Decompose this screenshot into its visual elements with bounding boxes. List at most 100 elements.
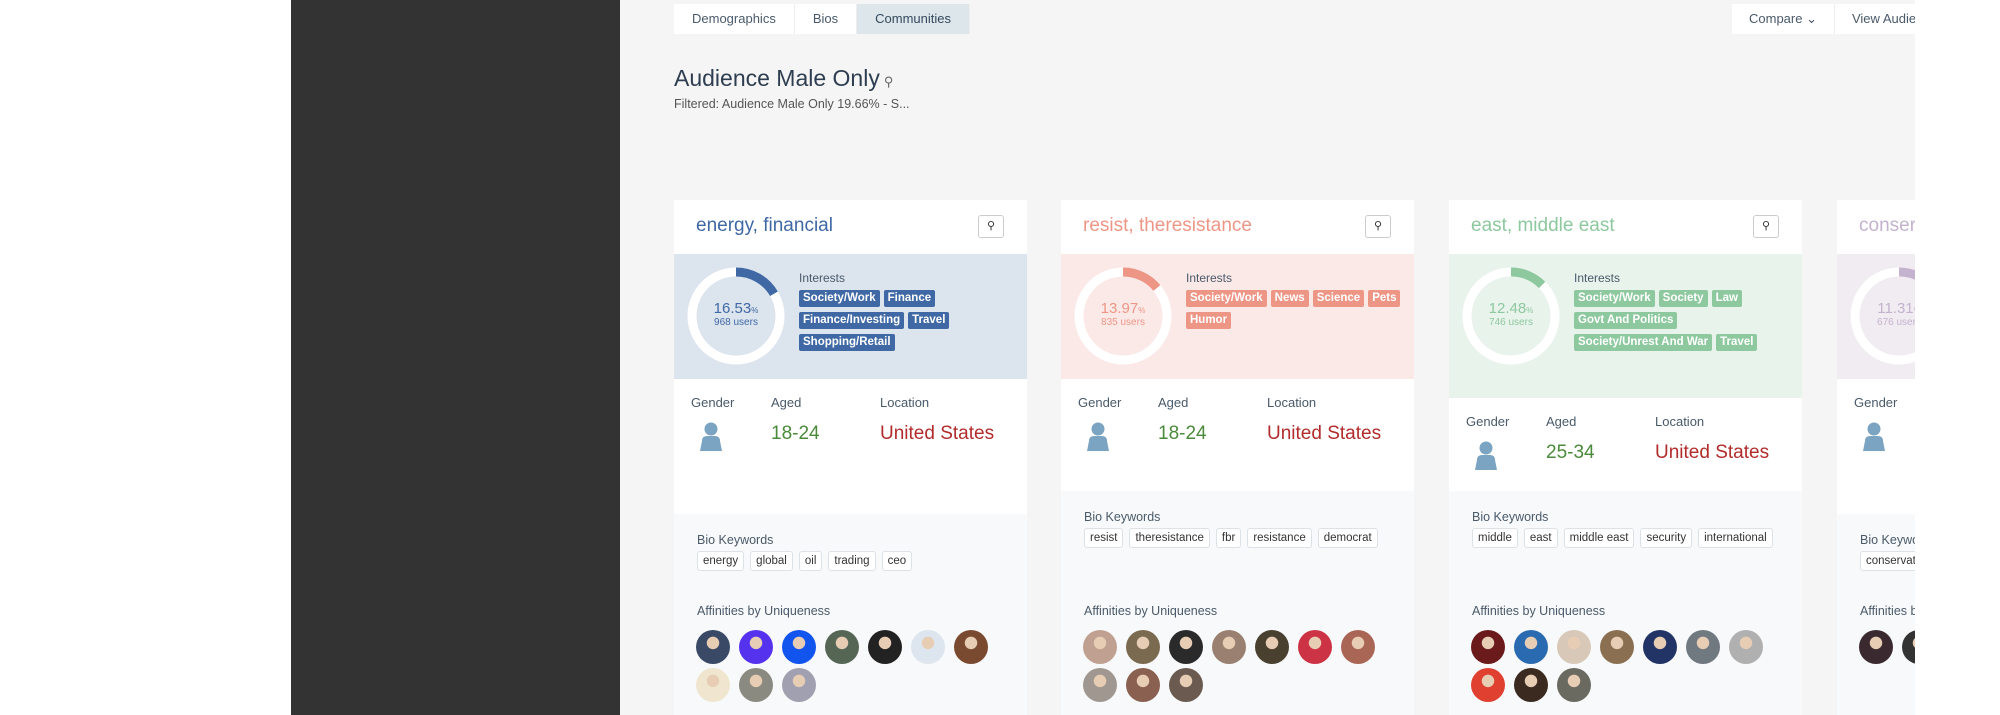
bio-keyword-chip[interactable]: energy bbox=[697, 551, 745, 571]
demographics-section: Gender Aged Location 18-24 United States bbox=[674, 379, 1027, 514]
interest-tag[interactable]: Pets bbox=[1368, 290, 1401, 307]
location-value: United States bbox=[1655, 442, 1770, 463]
affinity-avatar[interactable] bbox=[825, 630, 859, 664]
zoom-icon[interactable]: ⚲ bbox=[883, 74, 894, 89]
affinity-avatar[interactable] bbox=[782, 630, 816, 664]
affinity-avatar[interactable] bbox=[868, 630, 902, 664]
bio-keyword-chip[interactable]: conservative bbox=[1860, 551, 1915, 571]
percent-value: 11.31 bbox=[1877, 300, 1914, 317]
affinity-avatar[interactable] bbox=[1514, 630, 1548, 664]
interest-tag[interactable]: Society bbox=[1658, 290, 1708, 307]
interest-tag[interactable]: Society/Unrest And War bbox=[1574, 334, 1713, 351]
tab-communities[interactable]: Communities bbox=[857, 4, 970, 34]
affinity-avatar[interactable] bbox=[1212, 630, 1246, 664]
affinities-label: Affinities by Uniqueness bbox=[1084, 604, 1218, 618]
affinity-avatar[interactable] bbox=[1255, 630, 1289, 664]
affinity-avatar[interactable] bbox=[1298, 630, 1332, 664]
interest-tag[interactable]: Finance/Investing bbox=[799, 312, 905, 329]
card-header: conservative⚲ bbox=[1837, 200, 1915, 254]
affinity-avatar[interactable] bbox=[1341, 630, 1375, 664]
interest-tag[interactable]: Science bbox=[1312, 290, 1365, 307]
interest-tag[interactable]: Society/Work bbox=[1574, 290, 1655, 307]
affinity-avatar[interactable] bbox=[1600, 630, 1634, 664]
device-frame: Demographics Bios Communities Compare ⌄ … bbox=[291, 0, 1915, 715]
interests-label: Interests bbox=[1574, 271, 1621, 285]
affinity-avatar[interactable] bbox=[782, 668, 816, 702]
affinity-avatar[interactable] bbox=[1126, 630, 1160, 664]
interest-tag[interactable]: Shopping/Retail bbox=[799, 334, 895, 351]
bio-keyword-chip[interactable]: resist bbox=[1084, 528, 1124, 548]
affinity-avatar[interactable] bbox=[1643, 630, 1677, 664]
card-title[interactable]: resist, theresistance bbox=[1083, 215, 1252, 236]
interest-tag[interactable]: Law bbox=[1711, 290, 1742, 307]
bio-keyword-chip[interactable]: global bbox=[750, 551, 793, 571]
bio-keyword-chip[interactable]: international bbox=[1698, 528, 1773, 548]
tab-demographics[interactable]: Demographics bbox=[674, 4, 795, 34]
affinities-label: Affinities by Uniqueness bbox=[697, 604, 831, 618]
view-audience-button[interactable]: View Audience bbox=[1834, 4, 1915, 34]
interest-tag[interactable]: Travel bbox=[908, 312, 950, 329]
affinity-avatars bbox=[1471, 630, 1791, 702]
affinity-avatar[interactable] bbox=[1471, 630, 1505, 664]
affinity-avatar[interactable] bbox=[1557, 668, 1591, 702]
card-title[interactable]: east, middle east bbox=[1471, 215, 1615, 236]
bio-keyword-chip[interactable]: ceo bbox=[881, 551, 913, 571]
donut-label: 16.53% 968 users bbox=[686, 300, 786, 328]
affinity-avatar[interactable] bbox=[1471, 668, 1505, 702]
card-title[interactable]: conservative bbox=[1859, 215, 1915, 236]
interest-tag[interactable]: News bbox=[1270, 290, 1309, 307]
affinity-avatar[interactable] bbox=[696, 668, 730, 702]
affinity-avatar[interactable] bbox=[1557, 630, 1591, 664]
bio-keyword-chip[interactable]: trading bbox=[828, 551, 876, 571]
affinity-avatar[interactable] bbox=[1686, 630, 1720, 664]
card-title[interactable]: energy, financial bbox=[696, 215, 833, 236]
share-percent: 16.53% bbox=[686, 300, 786, 317]
bio-keyword-chip[interactable]: democrat bbox=[1317, 528, 1378, 548]
interest-tag[interactable]: Govt And Politics bbox=[1574, 312, 1678, 329]
bio-keyword-chip[interactable]: oil bbox=[798, 551, 823, 571]
tab-bios[interactable]: Bios bbox=[794, 4, 858, 34]
affinity-avatar[interactable] bbox=[739, 668, 773, 702]
bio-keyword-chip[interactable]: fbr bbox=[1215, 528, 1242, 548]
interest-tag[interactable]: Humor bbox=[1186, 312, 1232, 329]
affinity-avatar[interactable] bbox=[696, 630, 730, 664]
percent-value: 13.97 bbox=[1100, 300, 1139, 317]
interest-tag[interactable]: Society/Work bbox=[1186, 290, 1267, 307]
percent-unit: % bbox=[1914, 306, 1915, 315]
bio-keyword-chip[interactable]: security bbox=[1640, 528, 1693, 548]
location-label: Location bbox=[880, 395, 930, 410]
affinity-avatar[interactable] bbox=[1083, 668, 1117, 702]
zoom-button[interactable]: ⚲ bbox=[1365, 215, 1391, 238]
affinity-avatar[interactable] bbox=[954, 630, 988, 664]
affinity-avatar[interactable] bbox=[1514, 668, 1548, 702]
compare-button[interactable]: Compare ⌄ bbox=[1732, 4, 1835, 34]
bio-keyword-chip[interactable]: middle east bbox=[1563, 528, 1635, 548]
zoom-button[interactable]: ⚲ bbox=[978, 215, 1004, 238]
app-screen: Demographics Bios Communities Compare ⌄ … bbox=[620, 0, 1915, 715]
interest-tag[interactable]: Society/Work bbox=[799, 290, 880, 307]
affinity-avatar[interactable] bbox=[1126, 668, 1160, 702]
affinity-avatar[interactable] bbox=[1169, 668, 1203, 702]
user-count: 968 users bbox=[714, 317, 758, 328]
interest-tag[interactable]: Travel bbox=[1716, 334, 1758, 351]
bio-keyword-chip[interactable]: east bbox=[1523, 528, 1558, 548]
share-donut bbox=[687, 267, 785, 365]
bio-keyword-chips: middle east middle east security internation… bbox=[1472, 528, 1782, 548]
affinity-avatar[interactable] bbox=[911, 630, 945, 664]
bio-keyword-chip[interactable]: theresistance bbox=[1129, 528, 1210, 548]
interest-tag[interactable]: Finance bbox=[883, 290, 936, 307]
affinity-avatar[interactable] bbox=[739, 630, 773, 664]
donut-label: 11.31%676 users bbox=[1849, 300, 1915, 328]
affinity-avatar[interactable] bbox=[1859, 630, 1893, 664]
bio-keyword-chip[interactable]: resistance bbox=[1247, 528, 1312, 548]
affinity-avatar[interactable] bbox=[1169, 630, 1203, 664]
zoom-button[interactable]: ⚲ bbox=[1753, 215, 1779, 238]
donut-arc bbox=[1462, 267, 1560, 365]
bio-keyword-chip[interactable]: middle bbox=[1472, 528, 1518, 548]
affinity-avatar[interactable] bbox=[1729, 630, 1763, 664]
affinity-avatar[interactable] bbox=[1902, 630, 1915, 664]
interests-label: Interests bbox=[799, 271, 846, 285]
affinity-avatar[interactable] bbox=[1083, 630, 1117, 664]
share-donut bbox=[1462, 267, 1560, 365]
